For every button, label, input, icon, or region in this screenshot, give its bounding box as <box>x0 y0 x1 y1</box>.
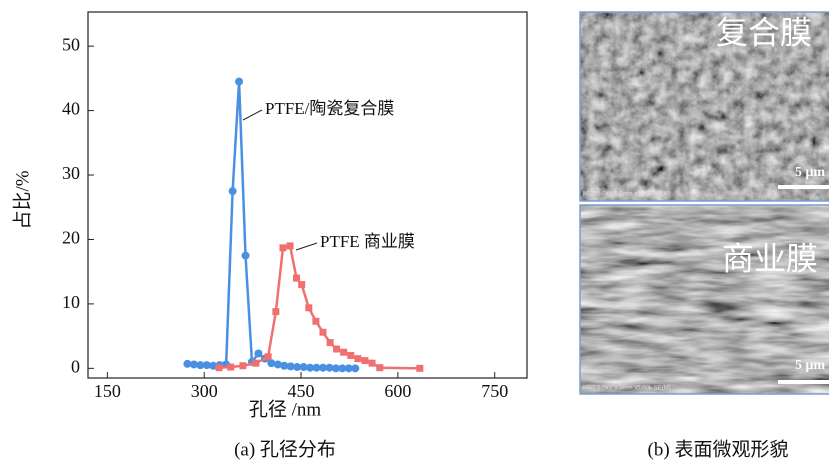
y-tick-label: 20 <box>62 228 80 248</box>
marker <box>369 360 376 367</box>
marker <box>227 364 234 371</box>
x-tick-label: 450 <box>288 381 315 401</box>
x-tick-label: 150 <box>94 381 121 401</box>
x-tick-label: 300 <box>191 381 218 401</box>
x-tick-label: 600 <box>384 381 411 401</box>
marker <box>305 304 312 311</box>
series-line <box>187 82 355 369</box>
scale-bar-label: 5 μm <box>795 358 825 373</box>
scale-bar-label: 5 μm <box>795 165 825 180</box>
marker <box>216 364 223 371</box>
y-tick-label: 10 <box>62 292 80 312</box>
caption-a: (a) 孔径分布 <box>234 438 336 460</box>
marker <box>376 364 383 371</box>
marker <box>287 242 294 249</box>
y-tick-label: 0 <box>71 356 80 376</box>
sem-info: MST 5.0kV 9.9mm x5.00k SE(M) <box>583 386 671 392</box>
series-label: PTFE/陶瓷复合膜 <box>265 99 394 118</box>
marker <box>272 308 279 315</box>
marker <box>351 364 359 372</box>
marker <box>242 252 250 260</box>
panel-label: 复合膜 <box>716 14 812 50</box>
figure: 孔径 /nm 占比/% (a) 孔径分布 (b) 表面微观形貌 复合膜 5 μm… <box>0 0 829 469</box>
marker <box>361 357 368 364</box>
y-axis-label: 占比/% <box>11 170 33 229</box>
leader-line <box>243 110 262 120</box>
leader-line <box>296 243 317 250</box>
marker <box>293 275 300 282</box>
sem-panel: 复合膜 5 μm MST 5.0kV 9.9mm x5.00k SE(M) <box>580 12 829 201</box>
marker <box>265 353 272 360</box>
panel-label: 商业膜 <box>722 240 818 276</box>
marker <box>239 362 246 369</box>
sem-panel: 商业膜 5 μm MST 5.0kV 9.9mm x5.00k SE(M) <box>580 205 829 394</box>
marker <box>235 78 243 86</box>
marker <box>327 339 334 346</box>
marker <box>319 329 326 336</box>
x-axis-label: 孔径 /nm <box>249 398 322 420</box>
y-tick-label: 40 <box>62 99 80 119</box>
plot-frame <box>88 12 527 378</box>
marker <box>312 318 319 325</box>
marker <box>354 355 361 362</box>
marker <box>252 360 259 367</box>
sem-info: MST 5.0kV 9.9mm x5.00k SE(M) <box>583 192 671 198</box>
caption-b: (b) 表面微观形貌 <box>648 438 789 460</box>
marker <box>298 281 305 288</box>
y-tick-label: 50 <box>62 34 80 54</box>
x-tick-label: 750 <box>481 381 508 401</box>
marker <box>279 244 286 251</box>
marker <box>340 349 347 356</box>
marker <box>416 365 423 372</box>
y-tick-label: 30 <box>62 163 80 183</box>
marker <box>333 346 340 353</box>
marker <box>254 350 262 358</box>
marker <box>347 352 354 359</box>
marker <box>229 187 237 195</box>
series-label: PTFE 商业膜 <box>320 232 415 251</box>
plot-area <box>183 78 423 373</box>
